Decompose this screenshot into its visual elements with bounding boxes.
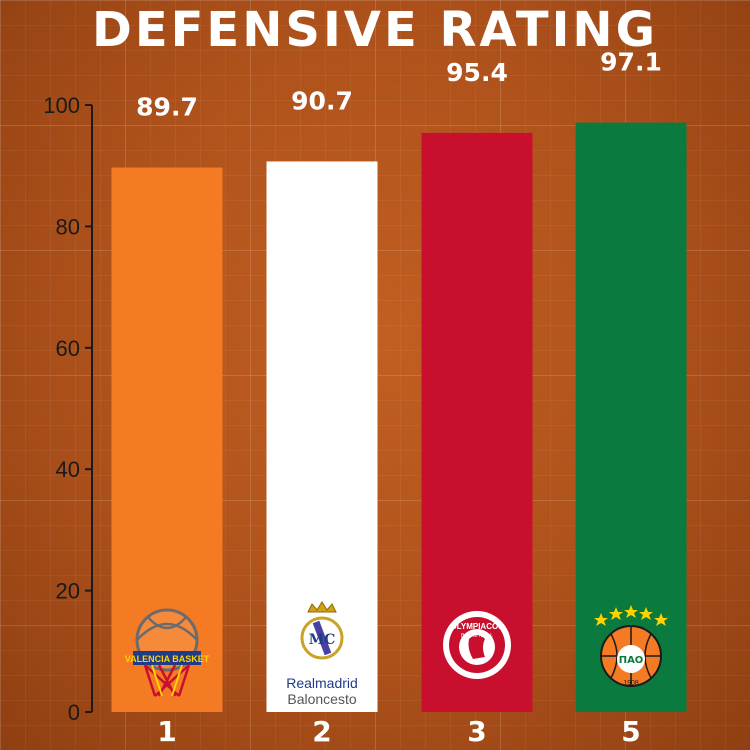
value-label-2: 90.7 — [291, 86, 353, 115]
bar-5 — [575, 122, 687, 712]
category-label-5: 5 — [621, 715, 640, 748]
y-tick-label-60: 60 — [56, 336, 80, 361]
realmadrid-logo-subtext: Baloncesto — [287, 691, 356, 707]
y-tick-label-40: 40 — [56, 457, 80, 482]
olympiacos-logo-subtext: BASKETBALL — [461, 633, 493, 639]
y-tick-label-80: 80 — [56, 214, 80, 239]
olympiacos-logo-text: OLYMPIACOS — [450, 622, 504, 631]
y-axis: 0 20 40 60 80 100 — [43, 93, 93, 725]
real-madrid-logo: MC Realmadrid Baloncesto — [286, 601, 358, 707]
category-label-3: 3 — [467, 715, 486, 748]
panathinaikos-logo-year: 1908 — [623, 680, 639, 687]
value-label-5: 97.1 — [600, 48, 662, 77]
y-tick-label-100: 100 — [43, 93, 80, 118]
y-tick-label-0: 0 — [68, 700, 80, 725]
realmadrid-logo-text: Realmadrid — [286, 675, 358, 691]
category-label-2: 2 — [312, 715, 331, 748]
y-tick-label-20: 20 — [56, 579, 80, 604]
valencia-logo-text: VALENCIA BASKET — [125, 654, 210, 664]
team-logos: VALENCIA BASKET MC Realmadrid Baloncesto… — [125, 601, 668, 707]
panathinaikos-logo-text: ΠΑΟ — [619, 655, 644, 666]
value-label-1: 89.7 — [136, 93, 198, 122]
category-label-1: 1 — [157, 715, 176, 748]
chart-title: DEFENSIVE RATING — [91, 2, 658, 58]
bars — [111, 122, 687, 713]
panathinaikos-logo: ΠΑΟ 1908 — [594, 605, 668, 687]
value-label-3: 95.4 — [446, 58, 508, 87]
value-labels: 89.7 90.7 95.4 97.1 — [136, 48, 662, 122]
svg-text:MC: MC — [309, 632, 336, 648]
olympiacos-logo: OLYMPIACOS BASKETBALL — [443, 611, 511, 679]
category-labels: 1 2 3 5 — [157, 715, 640, 748]
valencia-basket-logo: VALENCIA BASKET — [125, 608, 210, 697]
